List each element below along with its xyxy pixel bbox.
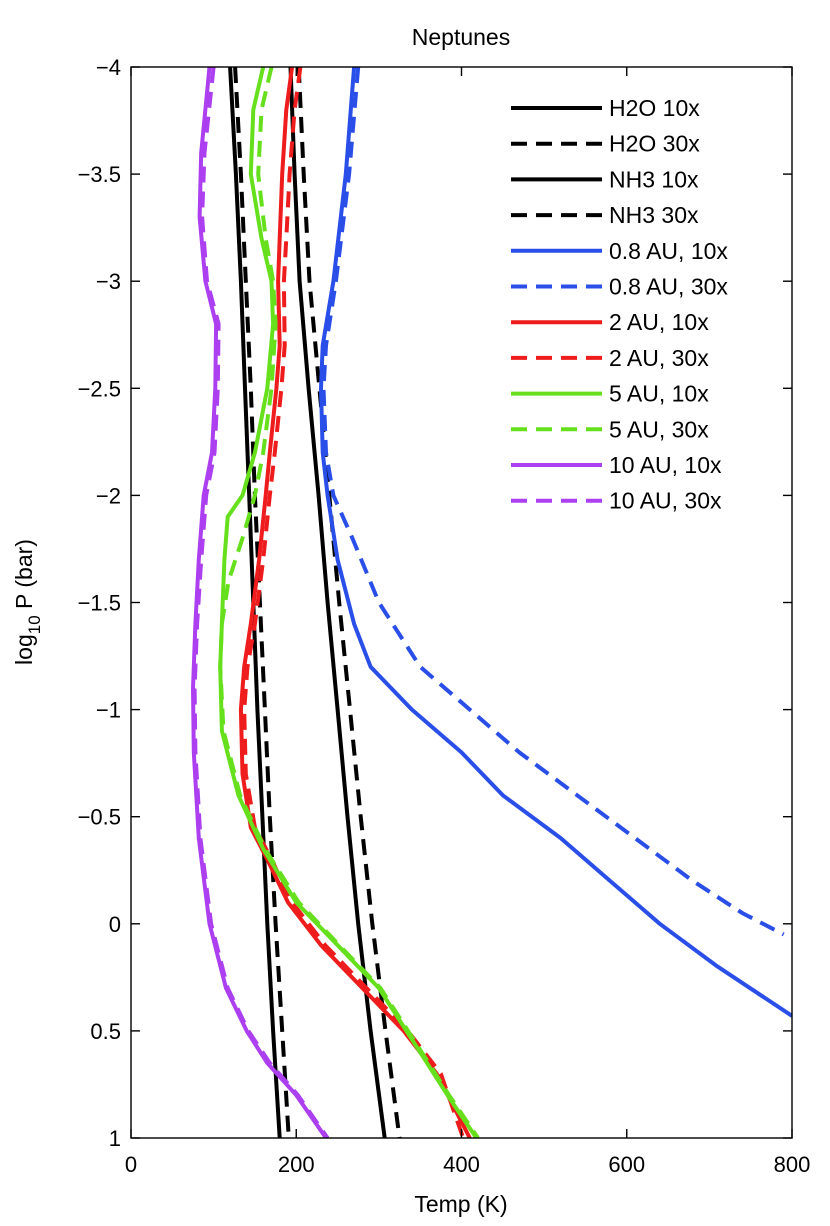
series-lines (191, 67, 792, 1138)
legend: H2O 10x H2O 30x NH3 10x NH3 30x 0.8 AU, 10x 0… (511, 95, 728, 514)
axis-ticks: 0 200 400 600 800 −4 −3.5 −3 −2.5 −2 −1.5 −1 −0.5 0 0.… (78, 55, 811, 1177)
series-line-11 (192, 67, 330, 1138)
legend-label: H2O 10x (609, 95, 700, 121)
legend-label: H2O 30x (609, 131, 700, 157)
legend-label: 0.8 AU, 30x (609, 274, 728, 300)
legend-label: 0.8 AU, 10x (609, 238, 728, 264)
legend-label: 10 AU, 30x (609, 488, 722, 514)
y-tick-label: −2.5 (78, 376, 121, 401)
series-line-8 (218, 67, 479, 1138)
series-line-1 (233, 67, 291, 1138)
y-axis-label: log10 P (bar) (11, 539, 44, 665)
x-axis-label: Temp (K) (414, 1191, 507, 1217)
legend-label: 2 AU, 30x (609, 345, 709, 371)
y-tick-label: −2 (96, 483, 121, 508)
legend-label: NH3 10x (609, 166, 699, 192)
legend-label: NH3 30x (609, 202, 699, 228)
y-axis-label-rest: P (bar) (11, 539, 37, 615)
y-tick-label: −3.5 (78, 162, 121, 187)
y-tick-label: −3 (96, 269, 121, 294)
series-line-5 (321, 67, 785, 937)
legend-label: 5 AU, 10x (609, 381, 709, 407)
series-line-4 (319, 67, 792, 1018)
y-tick-label: −1.5 (78, 591, 121, 616)
x-tick-label: 0 (125, 1152, 137, 1177)
y-tick-label: −0.5 (78, 805, 121, 830)
y-axis-label-subscript: 10 (25, 615, 44, 634)
series-line-2 (288, 67, 387, 1138)
x-tick-label: 400 (443, 1152, 480, 1177)
x-tick-label: 200 (278, 1152, 315, 1177)
x-tick-label: 600 (608, 1152, 645, 1177)
y-tick-label: −4 (96, 55, 121, 80)
y-axis-label-base: log (11, 634, 37, 665)
legend-label: 2 AU, 10x (609, 309, 709, 335)
series-line-6 (238, 67, 472, 1138)
y-tick-label: 0.5 (90, 1019, 121, 1044)
chart-title: Neptunes (412, 24, 510, 50)
y-tick-label: 0 (109, 912, 121, 937)
legend-label: 10 AU, 10x (609, 452, 722, 478)
y-tick-label: −1 (96, 698, 121, 723)
legend-label: 5 AU, 30x (609, 416, 709, 442)
x-tick-label: 800 (774, 1152, 811, 1177)
series-line-3 (296, 67, 402, 1138)
y-tick-label: 1 (109, 1126, 121, 1151)
series-line-7 (242, 67, 466, 1138)
